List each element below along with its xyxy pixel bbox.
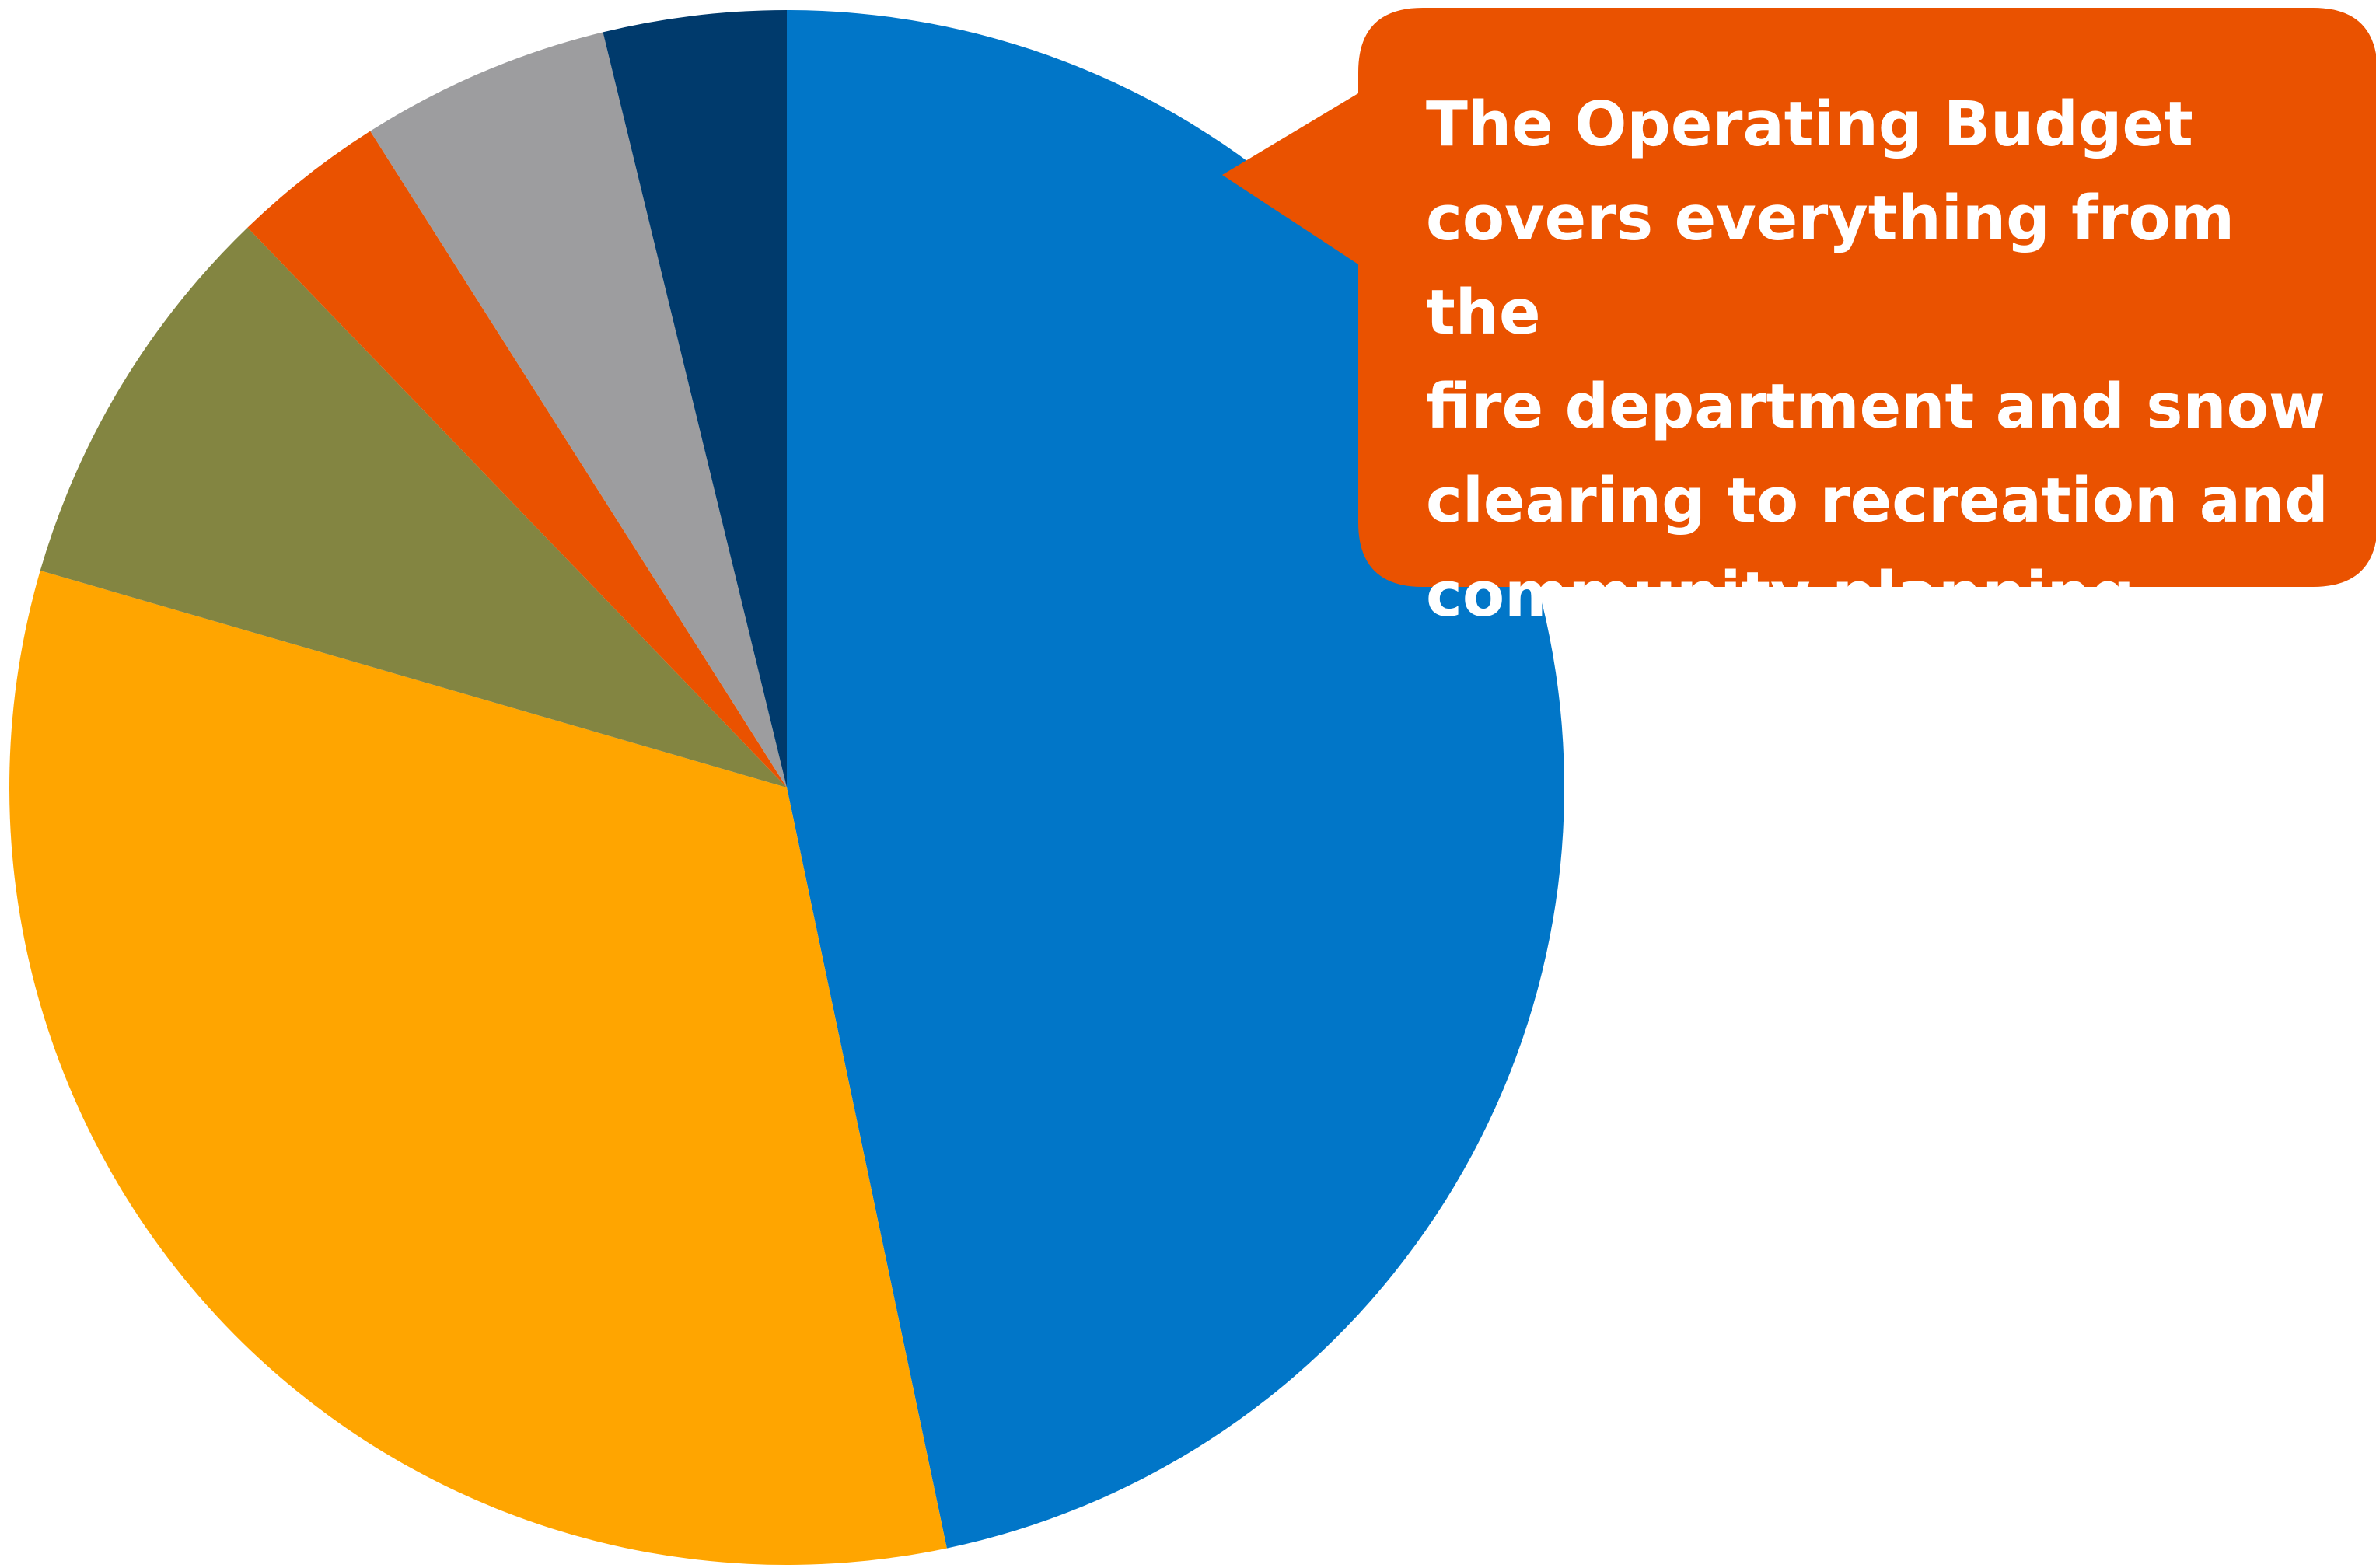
callout-bubble xyxy=(1222,8,2376,587)
callout-text: The Operating Budget covers everything f… xyxy=(1426,89,2329,630)
pie-slice-6 xyxy=(603,10,787,787)
pie-slice-5 xyxy=(370,32,787,788)
pie-slice-3 xyxy=(40,227,787,787)
pie-slice-4 xyxy=(247,131,788,788)
pie-slice-2 xyxy=(9,571,947,1565)
